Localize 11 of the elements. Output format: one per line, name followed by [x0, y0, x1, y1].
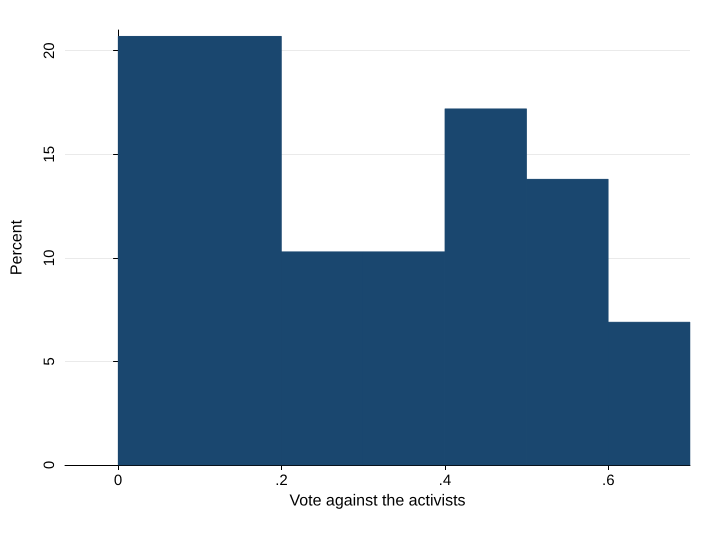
- y-axis-title: Percent: [8, 219, 26, 276]
- y-tick-label: 5: [41, 357, 58, 366]
- x-tick-label: .4: [438, 472, 452, 489]
- x-tick-label: .6: [602, 472, 615, 489]
- x-tick-label: .2: [275, 472, 288, 489]
- y-tick-label: 0: [41, 460, 58, 470]
- y-tick-label: 15: [41, 146, 58, 163]
- y-tick-label: 20: [41, 42, 58, 60]
- y-tick-label: 10: [41, 250, 58, 266]
- x-tick-label: 0: [114, 472, 122, 489]
- x-axis-title: Vote against the activists: [289, 492, 466, 510]
